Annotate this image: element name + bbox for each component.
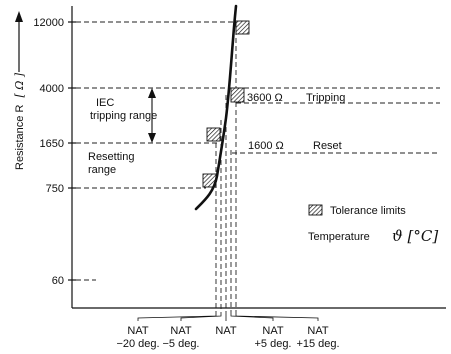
legend-temperature-label: Temperature (308, 231, 370, 243)
tripping-value: 3600 Ω (247, 92, 283, 104)
resistance-curve (194, 4, 238, 211)
reset-value: 1600 Ω (248, 140, 284, 152)
y-tick-label: 60 (52, 275, 64, 287)
y-tick-label: 1650 (40, 138, 64, 150)
y-axis-label-arrowhead (15, 11, 23, 22)
y-axis-label-text: Resistance R (14, 105, 26, 170)
iec-range-arrow (148, 88, 156, 143)
x-group-bottom: −20 deg. (116, 338, 159, 350)
resetting-range-label: range (88, 164, 116, 176)
tripping-label: Tripping (306, 92, 345, 104)
x-group-bottom: +5 deg. (254, 338, 291, 350)
x-group-brackets (137, 312, 319, 321)
bracket-minus20 (137, 312, 217, 321)
x-group-bottom: −5 deg. (162, 338, 199, 350)
y-tick-label: 750 (46, 183, 64, 195)
tolerance-box-1650 (206, 127, 221, 142)
x-group-top: NAT (215, 325, 236, 337)
bracket-minus5 (180, 312, 222, 321)
y-tick-label: 4000 (40, 83, 64, 95)
tolerance-box-4000 (230, 87, 245, 103)
iec-label: IEC (96, 97, 114, 109)
legend-tolerance-label: Tolerance limits (330, 205, 406, 217)
x-group-top: NAT (262, 325, 283, 337)
tolerance-box-12000 (235, 20, 250, 35)
x-group-top: NAT (127, 325, 148, 337)
bracket-plus5 (230, 312, 274, 321)
iec-range-arrowhead-down (148, 133, 156, 143)
y-tick-label: 12000 (33, 17, 64, 29)
x-group-top: NAT (170, 325, 191, 337)
x-group-labels: NAT −20 deg. NAT −5 deg. NAT NAT +5 deg.… (116, 325, 339, 350)
tripping-range-label: tripping range (90, 110, 157, 122)
y-axis-label: Resistance R [ Ω ] (13, 11, 26, 170)
y-ticks: 12000 4000 1650 750 60 (33, 17, 76, 287)
horizontal-guides (76, 21, 440, 281)
y-axis-unit: [ Ω ] (13, 72, 26, 97)
temperature-symbol: ϑ [°C] (392, 227, 438, 245)
legend-hatch-swatch (308, 204, 323, 216)
vertical-guides (215, 22, 237, 312)
bracket-plus15 (235, 312, 319, 321)
reset-label: Reset (313, 140, 342, 152)
iec-range-arrowhead-up (148, 88, 156, 98)
resetting-label: Resetting (88, 151, 134, 163)
x-group-bottom: +15 deg. (296, 338, 339, 350)
x-group-top: NAT (307, 325, 328, 337)
svg-text:Resistance R [ Ω ]: Resistance R [ Ω ] (13, 72, 26, 170)
